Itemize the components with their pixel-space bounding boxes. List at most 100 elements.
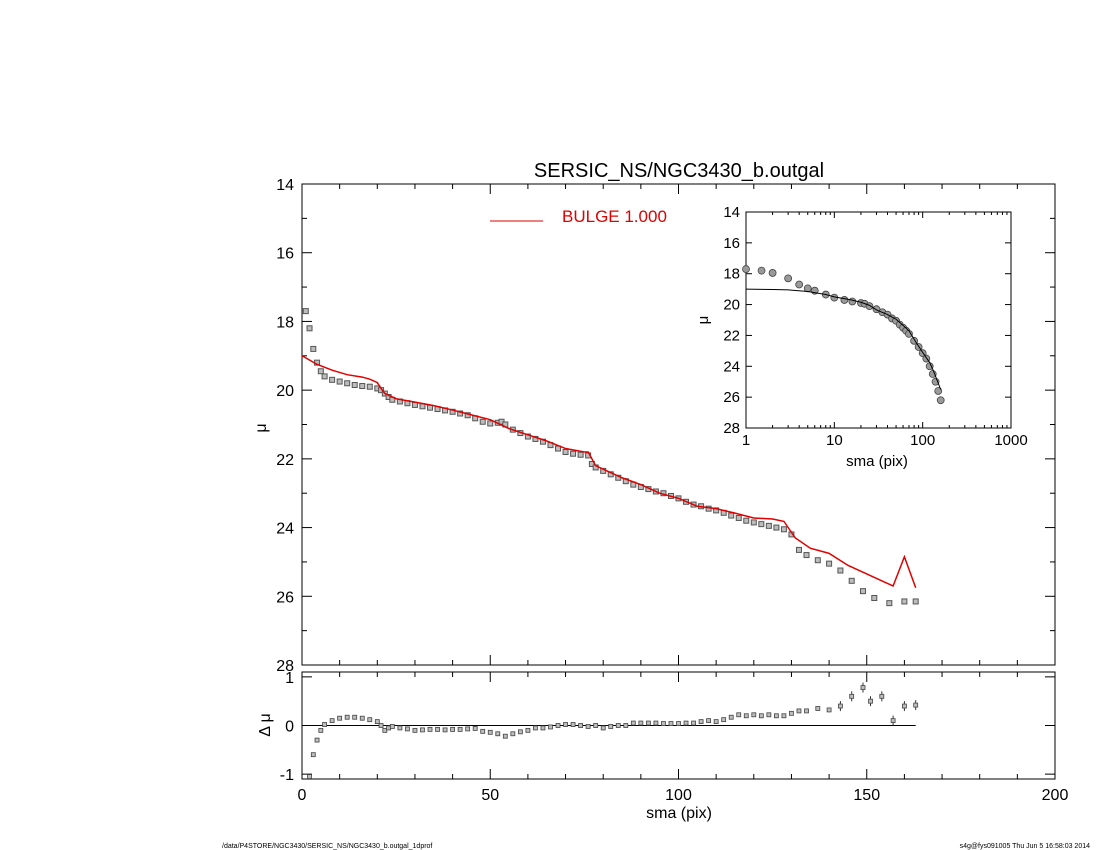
residual-point	[630, 720, 636, 726]
residual-point	[796, 708, 802, 714]
residual-point	[472, 726, 478, 731]
residual-point	[668, 721, 674, 726]
data-point	[302, 308, 309, 315]
inset-axis-ticks: 14 16 18 20 22 24 26 281 10 100 1000	[723, 204, 1027, 449]
residual-y-tick-label: 0	[285, 719, 294, 736]
residual-point	[442, 727, 448, 733]
bulge-model-line	[301, 355, 917, 588]
main-y-tick-label: 26	[276, 589, 294, 606]
x-axis-label: sma (pix)	[646, 805, 712, 822]
main-y-axis-label: μ	[253, 423, 270, 432]
inset-data-point	[934, 387, 943, 395]
residual-point	[623, 723, 629, 728]
residual-point	[427, 726, 433, 732]
residual-point	[374, 719, 380, 725]
residual-point	[318, 727, 324, 733]
residual-point	[600, 725, 606, 731]
inset-data-layer	[742, 265, 945, 405]
inset-y-tick-label: 28	[723, 420, 740, 437]
residual-point	[502, 733, 508, 739]
data-point	[901, 598, 908, 605]
data-point	[814, 557, 821, 564]
inset-x-tick-label: 1	[742, 432, 750, 449]
residual-point	[352, 714, 358, 720]
residual-point	[815, 706, 821, 711]
data-point	[795, 546, 802, 553]
data-point	[912, 598, 919, 605]
data-point	[713, 507, 720, 514]
residual-point	[457, 726, 463, 732]
residual-point	[322, 722, 327, 727]
data-point	[351, 381, 358, 388]
inset-data-point	[742, 265, 750, 273]
main-data-layer	[301, 308, 919, 607]
residual-point	[495, 731, 501, 737]
data-point	[780, 526, 787, 533]
residual-point	[563, 722, 568, 727]
residual-point	[638, 720, 644, 726]
residual-point	[412, 727, 418, 733]
residual-point	[367, 717, 373, 723]
x-tick-label: 100	[665, 787, 692, 804]
data-point	[329, 376, 336, 383]
residual-point	[676, 721, 681, 726]
residual-point	[480, 728, 486, 734]
data-point	[487, 420, 494, 427]
residual-point	[713, 719, 719, 725]
inset-x-tick-label: 10	[826, 432, 843, 449]
data-point	[848, 577, 855, 584]
inset-data-point	[784, 274, 793, 283]
inset-data-point	[865, 302, 874, 311]
residual-point	[860, 685, 866, 690]
residual-point	[585, 724, 591, 729]
inset-data-point	[840, 296, 849, 304]
data-point	[765, 522, 772, 529]
residual-point	[721, 717, 727, 723]
residual-point	[570, 722, 576, 727]
residual-point	[310, 752, 316, 758]
residual-point	[533, 725, 538, 731]
data-point	[743, 517, 750, 524]
inset-model-line	[745, 288, 942, 390]
residual-point	[706, 718, 712, 724]
residual-point	[849, 693, 855, 699]
main-y-tick-label: 16	[276, 246, 294, 263]
residual-point	[879, 693, 885, 699]
data-point	[750, 519, 757, 526]
residual-point	[337, 715, 343, 721]
legend-label: BULGE 1.000	[562, 207, 667, 226]
residual-point	[736, 712, 742, 718]
residual-point	[578, 723, 584, 728]
residual-point	[804, 708, 809, 714]
residual-point	[329, 718, 335, 724]
legend: BULGE 1.000	[490, 207, 667, 226]
data-point	[728, 512, 735, 519]
data-point	[871, 595, 878, 602]
footer-stamp: s4g@fys091005 Thu Jun 5 16:58:03 2014	[960, 843, 1090, 850]
residual-y-axis-label: Δ μ	[257, 713, 274, 736]
residual-point	[517, 729, 523, 735]
data-point	[758, 521, 765, 528]
residual-point	[487, 729, 493, 735]
residual-point	[435, 726, 440, 732]
inset-y-tick-label: 16	[723, 235, 740, 252]
data-point	[336, 378, 343, 385]
data-point	[317, 368, 324, 375]
residual-point	[789, 710, 794, 716]
inset-data-point	[768, 269, 777, 277]
x-tick-label: 200	[1042, 787, 1069, 804]
data-point	[344, 380, 351, 387]
residual-point	[698, 719, 704, 725]
main-y-tick-label: 28	[276, 658, 294, 675]
data-point	[773, 524, 780, 531]
residual-point	[389, 724, 395, 729]
inset-y-tick-label: 24	[723, 358, 740, 375]
data-point	[859, 588, 866, 595]
data-point	[577, 451, 584, 458]
inset-x-tick-label: 100	[910, 432, 935, 449]
x-tick-label: 150	[853, 787, 880, 804]
residual-point	[555, 723, 561, 728]
residual-point	[307, 774, 312, 779]
